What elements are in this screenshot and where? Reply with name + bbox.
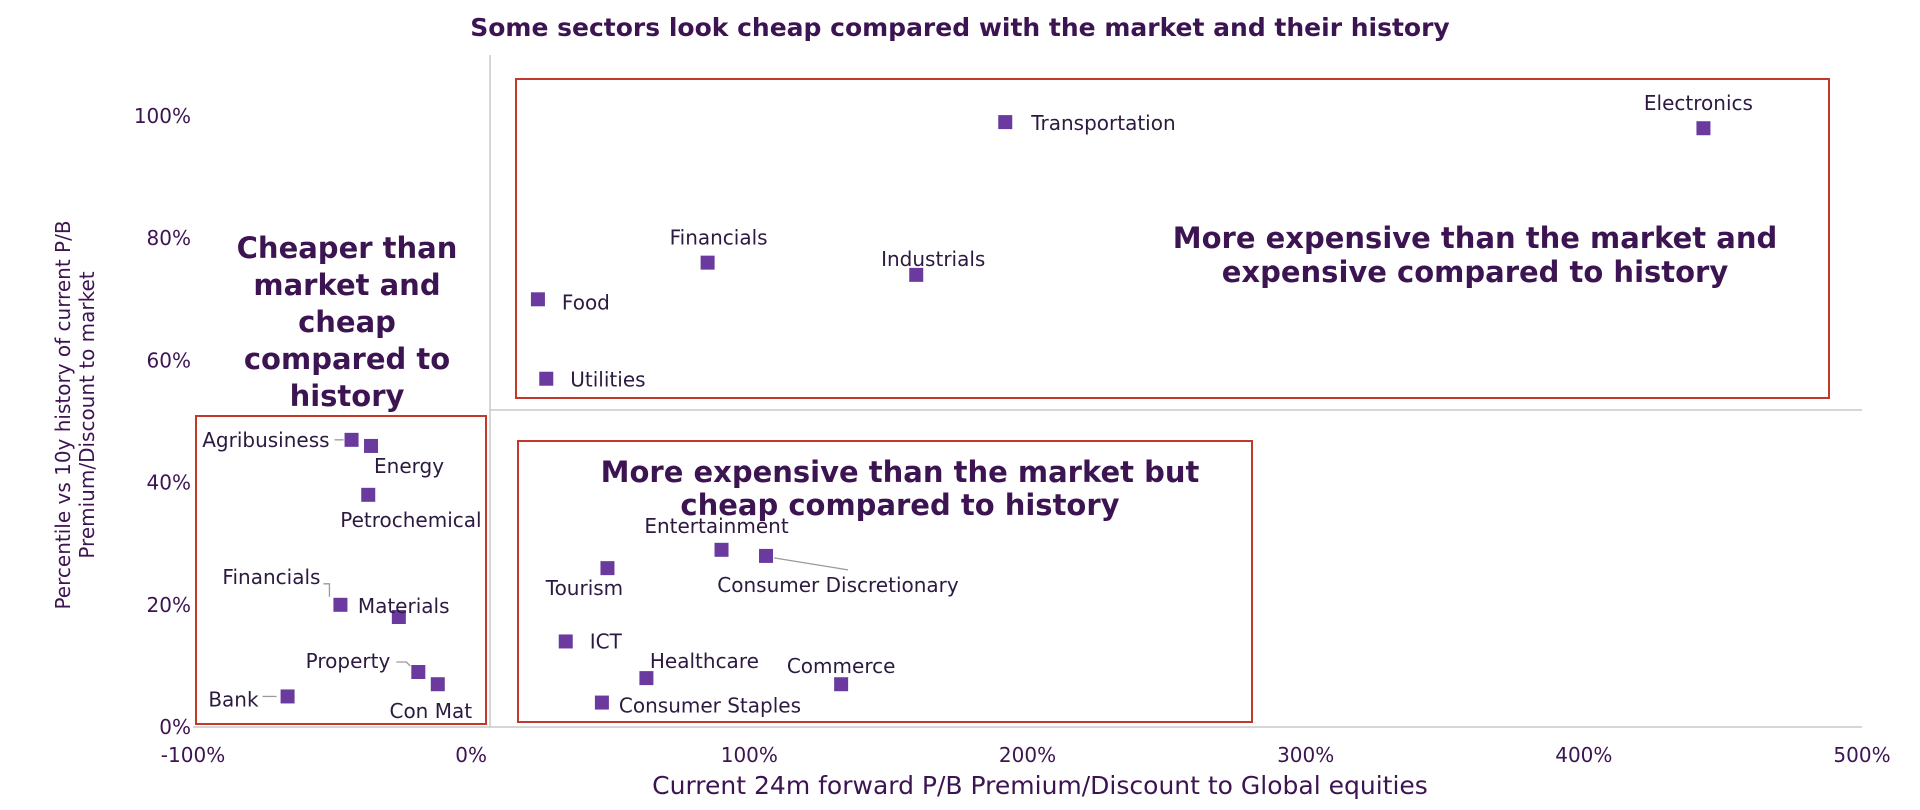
point-marker [333, 597, 348, 612]
point-label: Materials [358, 594, 450, 618]
point-marker [411, 665, 426, 680]
axes [193, 55, 1862, 728]
point-label: Financials [222, 565, 320, 589]
point-marker [594, 695, 609, 710]
point-marker [364, 438, 379, 453]
point-marker [834, 677, 849, 692]
point-label: Healthcare [650, 649, 759, 673]
point-marker [430, 677, 445, 692]
x-tick-label: 0% [455, 743, 487, 767]
zone-annotations: Cheaper than market and cheap compared to hi… [237, 221, 1778, 522]
chart-title: Some sectors look cheap compared with th… [470, 13, 1449, 42]
x-ticks: -100% 0% 100% 200% 300% 400% 500% [161, 743, 1891, 767]
point-label: Property [306, 649, 391, 673]
zone-cheaper-label: Cheaper than market and cheap compared to hi… [237, 231, 458, 413]
x-tick-label: 200% [999, 743, 1056, 767]
y-axis-label-line-2: Premium/Discount to market [75, 271, 99, 558]
leader-lines [262, 439, 849, 698]
y-tick-label: 20% [147, 593, 191, 617]
x-tick-label: 300% [1277, 743, 1334, 767]
y-axis-label-line-1: Percentile vs 10y history of current P/B [51, 220, 75, 609]
point-marker [280, 689, 295, 704]
point-label: Bank [208, 687, 259, 711]
point-marker [1696, 121, 1711, 136]
point-label: Food [562, 290, 610, 314]
point-label: Consumer Staples [619, 694, 801, 718]
point-marker [998, 115, 1013, 130]
point-label: Utilities [570, 368, 645, 392]
point-label: Financials [670, 226, 768, 250]
point-marker [558, 634, 573, 649]
point-label: ICT [590, 629, 623, 653]
x-axis-label: Current 24m forward P/B Premium/Discount… [652, 771, 1428, 800]
point-label: Con Mat [389, 699, 472, 723]
zone-mixed-label: More expensive than the market but cheap … [601, 455, 1200, 522]
data-points [280, 115, 1711, 710]
x-tick-label: 100% [721, 743, 778, 767]
y-tick-label: 100% [134, 104, 191, 128]
point-marker [530, 292, 545, 307]
box-mixed [517, 440, 1253, 723]
point-marker [639, 671, 654, 686]
y-tick-label: 60% [147, 348, 191, 372]
x-tick-label: -100% [161, 743, 225, 767]
point-marker [714, 542, 729, 557]
point-marker [539, 371, 554, 386]
point-label: Energy [374, 454, 444, 478]
x-tick-label: 500% [1833, 743, 1890, 767]
point-label: Entertainment [644, 514, 788, 538]
quadrant-boxes [195, 78, 1830, 725]
y-tick-label: 40% [147, 471, 191, 495]
point-marker [759, 548, 774, 563]
point-label: Electronics [1644, 91, 1753, 115]
point-label: Industrials [881, 247, 985, 271]
point-labels: Electronics Transportation Financials Indus… [202, 91, 1753, 723]
leader-line [323, 583, 331, 597]
point-marker [361, 487, 376, 502]
box-cheaper [195, 415, 487, 725]
point-marker [344, 432, 359, 447]
y-tick-label: 80% [147, 226, 191, 250]
x-tick-label: 400% [1555, 743, 1612, 767]
point-label: Petrochemical [340, 508, 481, 532]
leader-line [396, 661, 411, 667]
point-marker [909, 267, 924, 282]
point-marker [700, 255, 715, 270]
box-expensive [515, 78, 1830, 399]
y-axis-label: Percentile vs 10y history of current P/B… [51, 220, 99, 609]
point-label: Tourism [545, 576, 623, 600]
point-marker [600, 561, 615, 576]
point-label: Transportation [1030, 111, 1175, 135]
point-label: Commerce [787, 654, 896, 678]
leader-line [773, 557, 849, 571]
y-tick-label: 0% [159, 715, 191, 739]
y-ticks: 0% 20% 40% 60% 80% 100% [134, 104, 191, 739]
point-label: Consumer Discretionary [717, 573, 959, 597]
point-marker [391, 610, 406, 625]
point-label: Agribusiness [202, 428, 329, 452]
zone-expensive-label: More expensive than the market and expens… [1173, 221, 1777, 289]
